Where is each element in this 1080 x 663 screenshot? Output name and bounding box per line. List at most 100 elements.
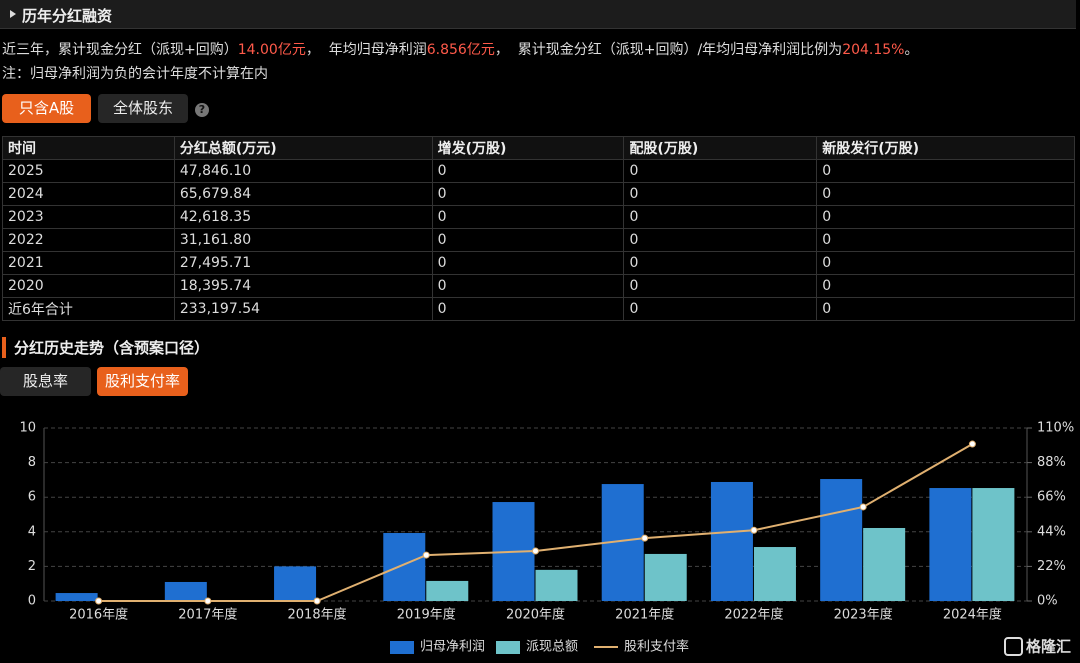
line-point (968, 440, 976, 448)
filter-button[interactable]: 只含A股 (2, 94, 91, 123)
bar (820, 479, 863, 601)
table-row: 2024 65,679.84 0 0 0 (2, 182, 1075, 206)
table-row: 近6年合计 233,197.54 0 0 0 (2, 297, 1075, 321)
line-point (750, 526, 758, 534)
column-header: 配股(万股) (623, 136, 818, 160)
y-tick-label: 0 (28, 594, 36, 609)
y2-tick-label: 66% (1037, 490, 1066, 505)
line-point (95, 597, 103, 605)
table-cell: 0 (816, 182, 1075, 206)
line-point (859, 503, 867, 511)
table-cell: 2024 (2, 182, 175, 206)
legend-label: 派现总额 (526, 640, 578, 655)
table-row: 2021 27,495.71 0 0 0 (2, 251, 1075, 275)
table-cell: 31,161.80 (173, 228, 433, 252)
column-header: 增发(万股) (431, 136, 625, 160)
section-title: 分红历史走势（含预案口径） (2, 337, 209, 358)
summary-text: 。 (904, 42, 919, 58)
y-tick-label: 10 (19, 421, 36, 436)
table-row: 2022 31,161.80 0 0 0 (2, 228, 1075, 252)
header-bar: 历年分红融资 (0, 0, 1076, 29)
table-cell: 0 (623, 182, 818, 206)
table-cell: 0 (431, 182, 625, 206)
y-tick-label: 4 (28, 524, 36, 539)
legend-label: 归母净利润 (420, 640, 485, 655)
table-cell: 2025 (2, 159, 175, 183)
table-cell: 2022 (2, 228, 175, 252)
y2-tick-label: 44% (1037, 524, 1066, 539)
chart: 格隆汇 0 2 4 6 8 10 0% 22% 44% 66% 88% 110% 2016年度 2017年… (19, 421, 1074, 656)
table-cell: 27,495.71 (173, 251, 433, 275)
table-row: 2020 18,395.74 0 0 0 (2, 274, 1075, 298)
line-point (641, 534, 649, 542)
table-cell: 0 (623, 274, 818, 298)
header-title: 历年分红融资 (22, 7, 113, 25)
filter-button[interactable]: 全体股东 (98, 94, 188, 123)
summary-text: ， 累计现金分红（派现+回购）/年均归母净利润比例为 (494, 42, 843, 58)
y2-tick-label: 0% (1037, 594, 1058, 609)
x-tick-label: 2023年度 (834, 607, 893, 623)
note: 注：归母净利润为负的会计年度不计算在内 (2, 66, 268, 82)
legend-swatch (496, 641, 520, 654)
bar (863, 527, 906, 601)
summary-text: 近三年，累计现金分红（派现+回购） (2, 42, 238, 58)
line-point (313, 597, 321, 605)
help-icon[interactable]: ? (195, 103, 209, 117)
table-cell: 2020 (2, 274, 175, 298)
line-point (422, 551, 430, 559)
dividend-table: 时间 分红总额(万元) 增发(万股) 配股(万股) 新股发行(万股) 2025 47,846… (2, 136, 1075, 321)
table-cell: 0 (816, 274, 1075, 298)
table-cell: 0 (623, 251, 818, 275)
bar (972, 488, 1015, 601)
watermark: 格隆汇 (1026, 638, 1071, 656)
bar (55, 593, 98, 601)
y2-tick-label: 22% (1037, 559, 1066, 574)
bar (535, 569, 578, 601)
table-cell: 0 (623, 228, 818, 252)
y2-tick-label: 110% (1037, 421, 1074, 436)
table-cell: 0 (623, 159, 818, 183)
column-header: 新股发行(万股) (816, 136, 1075, 160)
bar (164, 581, 207, 601)
bar (644, 553, 687, 601)
y-tick-label: 6 (28, 490, 36, 505)
x-tick-label: 2019年度 (397, 607, 456, 623)
table-cell: 0 (816, 205, 1075, 229)
table-cell: 0 (816, 251, 1075, 275)
chart-button[interactable]: 股息率 (0, 367, 91, 396)
line-point (532, 547, 539, 555)
summary: 近三年，累计现金分红（派现+回购）14.00亿元， 年均归母净利润6.856亿元… (2, 39, 918, 59)
table-cell: 2021 (2, 251, 175, 275)
table-cell: 0 (816, 159, 1075, 183)
table-cell: 0 (431, 228, 625, 252)
bar (426, 580, 469, 601)
table-header-row: 时间 分红总额(万元) 增发(万股) 配股(万股) 新股发行(万股) (2, 136, 1075, 160)
summary-value: 6.856亿元 (426, 42, 495, 58)
x-tick-label: 2016年度 (69, 607, 128, 623)
x-tick-label: 2020年度 (506, 607, 565, 623)
summary-value: 204.15% (842, 42, 905, 58)
table-cell: 0 (431, 205, 625, 229)
table-cell: 0 (623, 205, 818, 229)
bar (753, 547, 796, 601)
y2-tick-label: 88% (1037, 455, 1066, 470)
table-cell: 0 (431, 274, 625, 298)
table-cell: 42,618.35 (173, 205, 433, 229)
x-tick-label: 2017年度 (178, 607, 237, 623)
y-tick-label: 2 (28, 559, 36, 574)
table-cell: 0 (623, 297, 818, 321)
table-cell: 65,679.84 (173, 182, 433, 206)
bar (383, 533, 426, 601)
summary-value: 14.00亿元 (237, 42, 306, 58)
table-cell: 0 (431, 251, 625, 275)
chart-button[interactable]: 股利支付率 (97, 367, 188, 396)
table-cell: 0 (431, 159, 625, 183)
column-header: 时间 (2, 136, 175, 160)
x-tick-label: 2024年度 (943, 607, 1002, 623)
table-cell: 0 (431, 297, 625, 321)
table-cell: 47,846.10 (173, 159, 433, 183)
bar (710, 481, 753, 601)
table-cell: 18,395.74 (173, 274, 433, 298)
watermark-logo (1004, 637, 1023, 656)
table-cell: 0 (816, 228, 1075, 252)
